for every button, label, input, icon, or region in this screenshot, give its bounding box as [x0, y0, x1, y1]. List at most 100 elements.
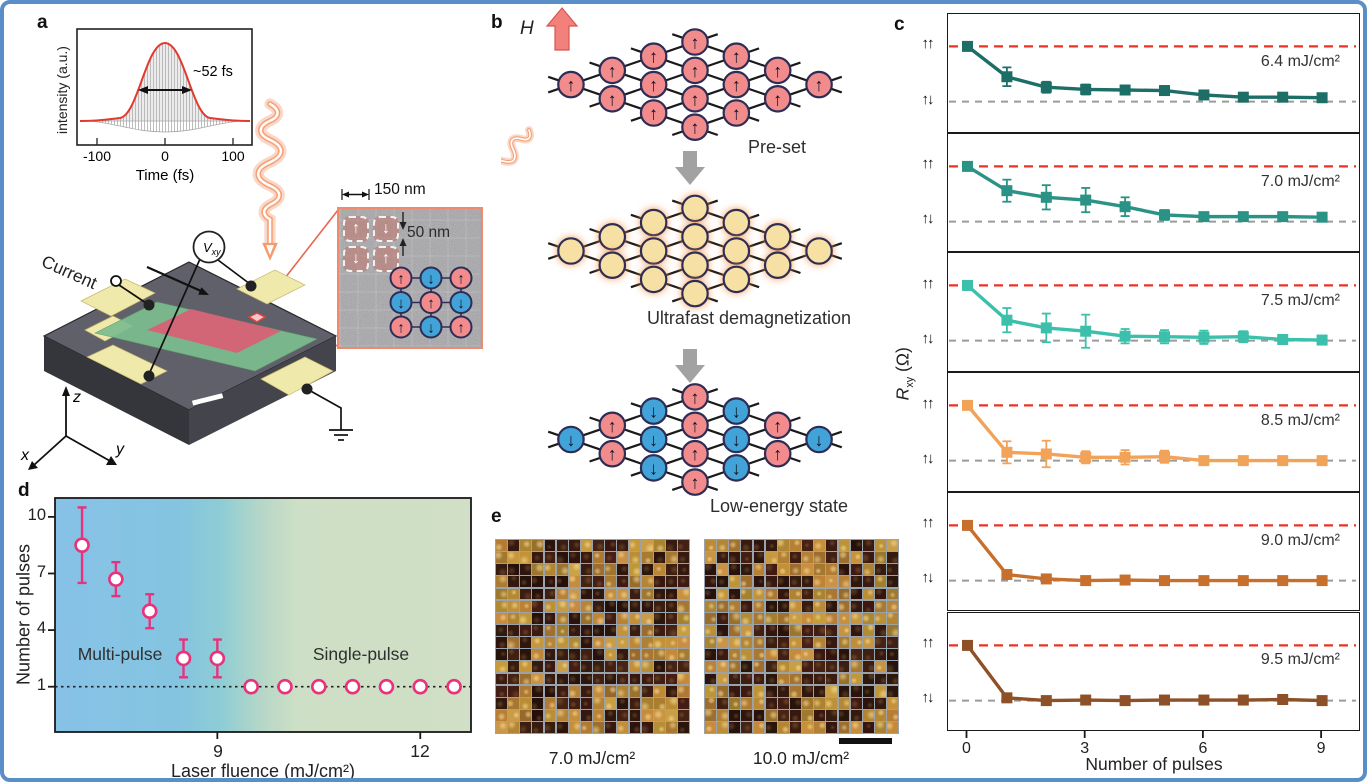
domain-cell-down: [617, 697, 629, 709]
domain-cell-down: [605, 709, 617, 721]
ytick-antiparallel: ↑↓: [921, 90, 935, 108]
spin-site-hot: [805, 237, 833, 265]
spin-arrow: ↑: [691, 387, 700, 407]
data-marker: [1080, 694, 1092, 706]
data-marker: [1159, 451, 1170, 463]
domain-cell-down: [532, 552, 544, 564]
contact-dot: [143, 299, 155, 311]
domain-cell-down: [544, 612, 556, 624]
rxy-subscript: xy: [903, 376, 916, 388]
spin-arrow: ↑: [773, 89, 782, 109]
spin-arrow: ↑: [691, 416, 700, 436]
domain-cell-up: [765, 649, 777, 661]
ytick-antiparallel: ↑↓: [921, 689, 935, 707]
domain-cell-down: [717, 576, 729, 588]
domain-cell-down: [568, 624, 580, 636]
data-line: [965, 523, 1324, 583]
domain-cell-down: [532, 722, 544, 733]
domain-cell-up: [617, 624, 629, 636]
spin-arrow: ↑: [649, 75, 658, 95]
data-point: [311, 678, 327, 695]
domain-cell-up: [617, 612, 629, 624]
domain-cell-up: [862, 637, 874, 649]
spin-site-hot: [681, 279, 709, 308]
domain-cell-up: [629, 540, 641, 551]
domain-cell-up: [814, 564, 826, 576]
sem-spin-down: [419, 266, 443, 290]
data-point: [209, 650, 226, 667]
domain-cell-up: [496, 576, 507, 588]
domain-cell-up: [641, 588, 653, 600]
spin-arrow: ↑: [691, 473, 700, 493]
domain-cell-down: [814, 673, 826, 685]
domain-cell-down: [705, 588, 716, 600]
domain-cell-up: [814, 540, 826, 551]
z-arrowhead: [62, 386, 70, 396]
spin-site-up: [722, 42, 751, 70]
domain-cell-up: [887, 624, 898, 636]
domain-cell-up: [678, 649, 689, 661]
domain-cell-up: [508, 709, 520, 721]
domain-cell-down: [496, 697, 507, 709]
d-ytick: 10: [27, 506, 46, 524]
spin-arrow: ↑: [608, 61, 617, 81]
domain-cell-up: [532, 637, 544, 649]
domain-cell-up: [838, 540, 850, 551]
field-arrow-icon: [545, 7, 579, 51]
spin-site-up: [681, 113, 709, 141]
c-subplot-box: [947, 372, 1360, 492]
domain-cell-up: [653, 540, 665, 551]
domain-cell-down: [850, 540, 862, 551]
spin-site-down: [805, 425, 833, 454]
domain-cell-down: [717, 649, 729, 661]
spin-site-up: [722, 70, 751, 99]
domain-cell-up: [641, 649, 653, 661]
pulse-envelope-curve: [79, 41, 251, 122]
domain-cell-up: [802, 612, 814, 624]
domain-cell-down: [580, 685, 592, 697]
stage-label-preset: Pre-set: [747, 137, 807, 157]
domain-cell-down: [777, 624, 789, 636]
c-xtick-label: 3: [1080, 740, 1090, 758]
domain-cell-down: [593, 576, 605, 588]
data-marker: [1001, 446, 1013, 458]
domain-cell-down: [826, 624, 838, 636]
domain-cell-up: [777, 540, 789, 551]
domain-cell-down: [678, 661, 689, 673]
domain-cell-up: [593, 637, 605, 649]
data-marker: [1277, 574, 1289, 586]
nanomagnet-square-down: ↓: [373, 216, 399, 242]
domain-cell-down: [729, 673, 741, 685]
domain-cell-up: [705, 540, 716, 551]
spin-site-up: [681, 28, 709, 56]
domain-cell-down: [629, 709, 641, 721]
domain-cell-down: [850, 697, 862, 709]
domain-cell-up: [826, 588, 838, 600]
domain-cell-up: [678, 600, 689, 612]
domain-cell-down: [826, 661, 838, 673]
pulse-train-plots: ↑↑ ↑↓ ↑↑ ↑↓ ↑↑ ↑↓ ↑↑ ↑↓ ↑↑ ↑↓ ↑↑ ↑↓ 0 3 6 9: [4, 4, 1363, 778]
domain-cell-up: [508, 588, 520, 600]
domain-cell-up: [789, 624, 801, 636]
domain-cell-up: [765, 552, 777, 564]
domain-cell-up: [838, 722, 850, 733]
domain-cell-up: [508, 697, 520, 709]
domain-cell-down: [826, 709, 838, 721]
domain-cell-up: [729, 540, 741, 551]
domain-cell-down: [617, 673, 629, 685]
domain-cell-up: [665, 697, 677, 709]
domain-cell-down: [729, 564, 741, 576]
domain-cell-down: [887, 661, 898, 673]
domain-cell-up: [641, 661, 653, 673]
sem-spin-up: [389, 266, 413, 290]
domain-cell-down: [838, 661, 850, 673]
sem-spin-down: [389, 291, 413, 314]
y-axis-label: y: [115, 441, 125, 458]
spin-site-hot: [763, 222, 792, 251]
mfm-image-high-fluence: [704, 539, 899, 734]
domain-cell-down: [777, 709, 789, 721]
data-point: [243, 678, 259, 695]
domain-cell-up: [862, 612, 874, 624]
domain-cell-down: [580, 649, 592, 661]
domain-cell-up: [826, 697, 838, 709]
